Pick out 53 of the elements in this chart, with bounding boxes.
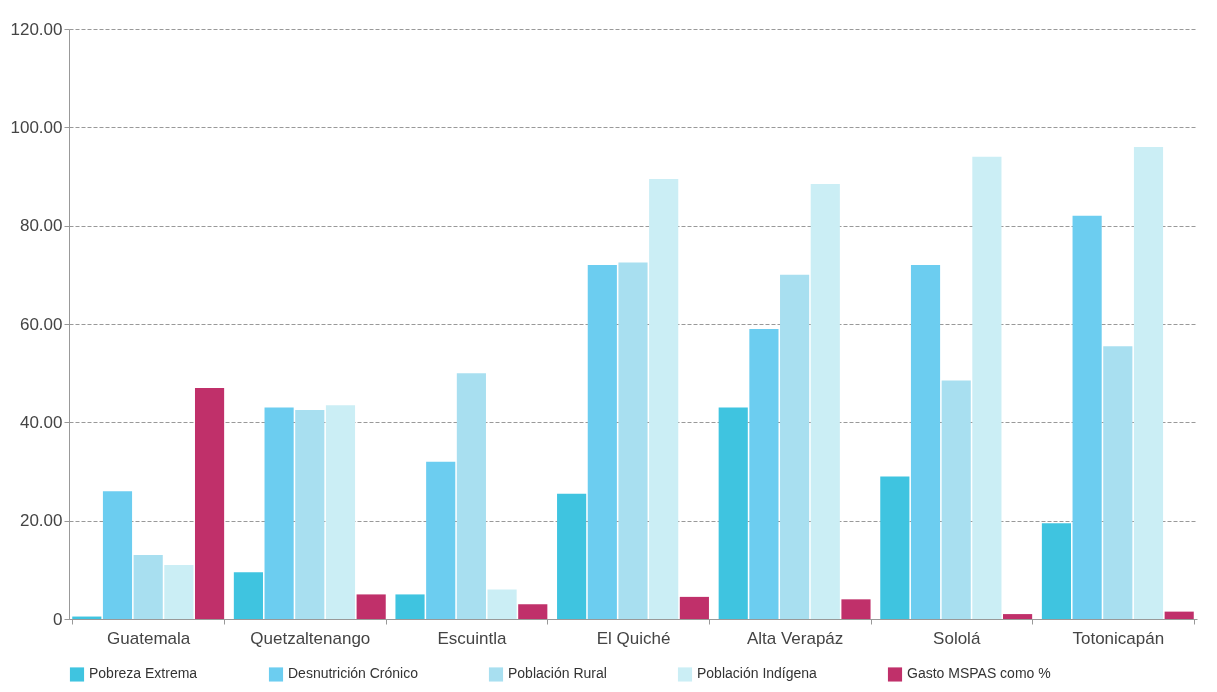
bar xyxy=(102,491,133,619)
x-tick-label: El Quiché xyxy=(596,628,671,648)
legend-label: Desnutrición Crónico xyxy=(288,665,419,682)
y-tick-label: 100.00 xyxy=(10,117,63,137)
bar xyxy=(910,265,941,619)
y-tick-label: 60.00 xyxy=(19,314,63,334)
x-tick-label: Escuintla xyxy=(437,628,507,648)
y-tick-label: 80.00 xyxy=(19,216,63,236)
bar xyxy=(1164,611,1194,619)
y-tick-label: 120.00 xyxy=(10,19,63,39)
bar xyxy=(233,572,263,619)
bar xyxy=(356,594,386,619)
x-tick-label: Totonicapán xyxy=(1072,628,1165,648)
y-tick-label: 0 xyxy=(53,609,63,629)
bar xyxy=(810,183,840,619)
bar xyxy=(395,594,425,619)
x-tick-label: Guatemala xyxy=(107,628,191,648)
x-tick-label: Quetzaltenango xyxy=(250,628,371,648)
bar xyxy=(426,461,456,619)
bar xyxy=(880,476,910,619)
x-tick-label: Alta Verapáz xyxy=(746,628,844,648)
bar xyxy=(1133,147,1164,619)
bar xyxy=(718,407,748,619)
bar xyxy=(194,387,225,619)
bar xyxy=(456,373,486,619)
bar xyxy=(679,596,709,619)
bar xyxy=(941,380,971,619)
bar xyxy=(133,555,163,619)
legend-label: Población Indígena xyxy=(697,665,818,682)
bar xyxy=(487,589,517,619)
bar xyxy=(295,410,325,619)
legend-label: Población Rural xyxy=(508,665,607,682)
bar xyxy=(557,493,587,619)
x-tick-label: Sololá xyxy=(933,628,981,648)
bar xyxy=(325,405,356,619)
bar xyxy=(1003,614,1033,619)
y-tick-label: 40.00 xyxy=(19,412,63,432)
bar xyxy=(749,328,779,619)
bar xyxy=(164,564,194,619)
bar xyxy=(518,604,548,619)
bar xyxy=(264,407,294,619)
bar xyxy=(780,274,810,619)
bar xyxy=(1072,215,1102,619)
bar xyxy=(1103,346,1133,619)
bar xyxy=(1041,523,1072,619)
bar xyxy=(587,265,617,619)
bar xyxy=(841,599,871,619)
bar xyxy=(618,262,648,619)
y-tick-label: 20.00 xyxy=(19,511,63,531)
bar xyxy=(972,156,1002,619)
legend-label: Gasto MSPAS como % xyxy=(907,665,1051,682)
legend-label: Pobreza Extrema xyxy=(89,665,198,682)
bar xyxy=(649,178,679,619)
